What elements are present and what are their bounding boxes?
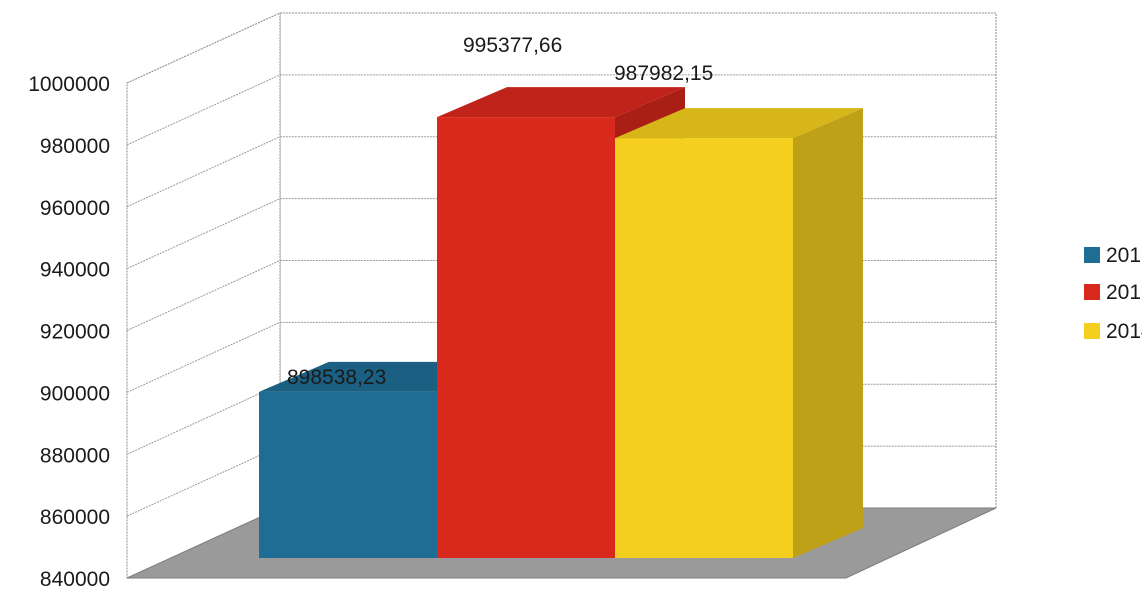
- data-label-2012: 898538,23: [287, 366, 386, 389]
- legend-label: 2014: [1106, 320, 1142, 343]
- y-tick-label: 1000000: [28, 73, 110, 96]
- y-tick-label: 880000: [40, 444, 110, 467]
- y-tick-label: 860000: [40, 506, 110, 529]
- legend-swatch: [1084, 247, 1100, 263]
- legend-swatch: [1084, 323, 1100, 339]
- bar-top-face: [615, 108, 863, 139]
- bar-top-face: [437, 87, 685, 118]
- gridline: [126, 74, 996, 146]
- bar-side-face: [793, 108, 863, 558]
- y-tick-label: 900000: [40, 382, 110, 405]
- y-axis: 840000 860000 880000 900000 920000 940000 9600…: [28, 73, 110, 591]
- y-tick-label: 960000: [40, 197, 110, 220]
- data-labels: 898538,23 995377,66 987982,15: [287, 34, 713, 389]
- legend-entry-2014: 2014: [1084, 320, 1142, 343]
- bar-2014: [615, 108, 863, 558]
- gridline: [126, 12, 996, 84]
- legend-entry-2013: 2013: [1084, 281, 1142, 304]
- y-tick-label: 980000: [40, 135, 110, 158]
- bar-front-face: [437, 117, 615, 558]
- y-tick-label: 920000: [40, 321, 110, 344]
- data-label-2014: 987982,15: [614, 62, 713, 85]
- legend-label: 2013: [1106, 281, 1142, 304]
- y-tick-label: 940000: [40, 259, 110, 282]
- bar-front-face: [615, 138, 793, 558]
- y-tick-label: 840000: [40, 568, 110, 591]
- legend-swatch: [1084, 284, 1100, 300]
- data-label-2013: 995377,66: [463, 34, 562, 57]
- bars: [259, 87, 863, 558]
- bar-front-face: [259, 391, 437, 558]
